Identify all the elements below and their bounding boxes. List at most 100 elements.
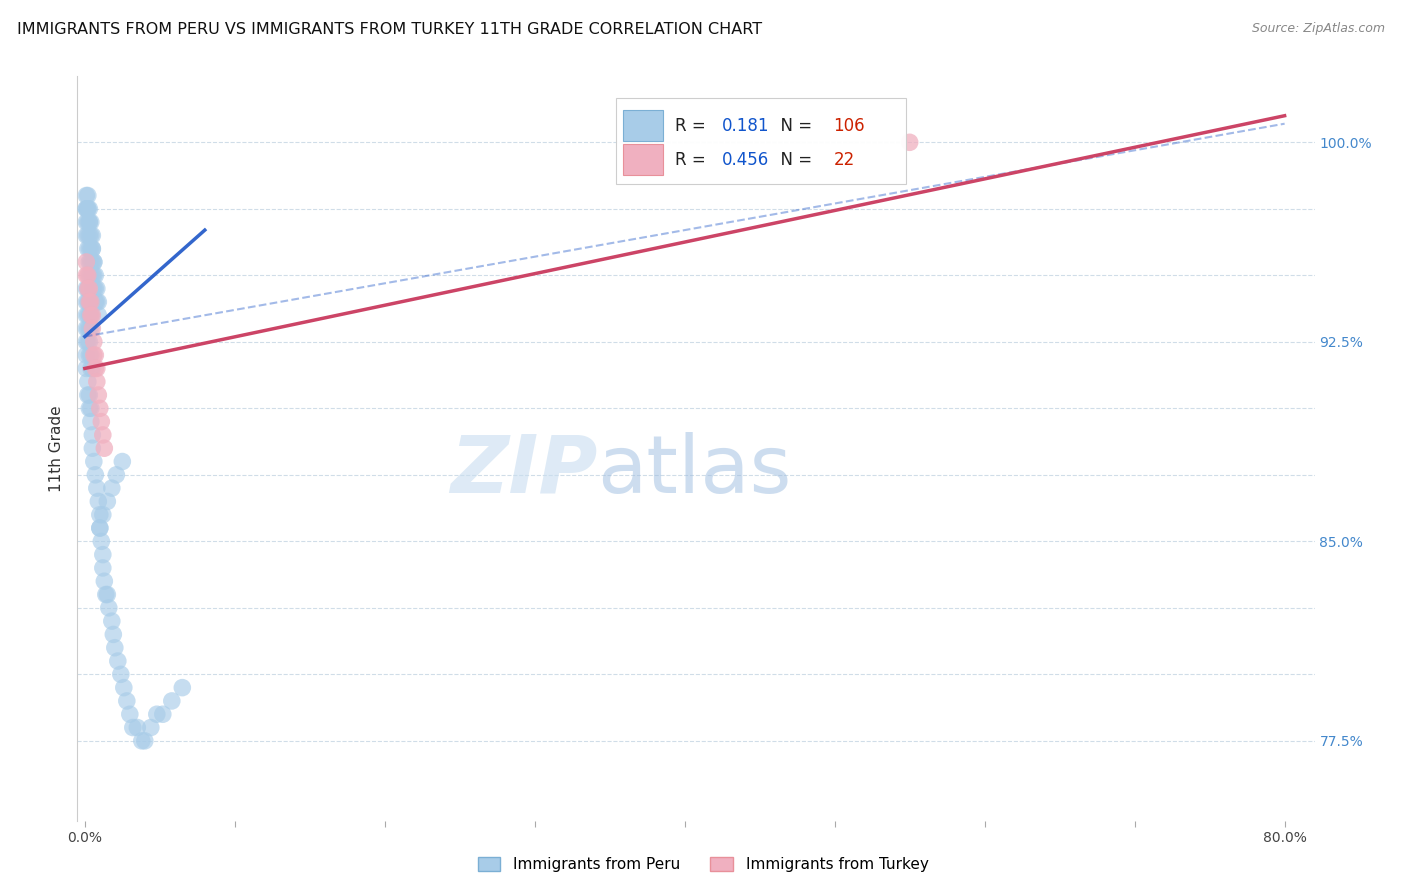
Text: 22: 22 (834, 151, 855, 169)
Point (84, 348, 107, 362)
Point (80, 415, 103, 429)
Point (127, 721, 149, 735)
Point (79, 308, 101, 322)
Point (139, 721, 162, 735)
Point (84, 294, 107, 309)
Point (76, 388, 98, 402)
Point (82, 242, 104, 256)
Point (79, 228, 101, 243)
Point (107, 654, 129, 668)
Point (75, 202, 97, 216)
Point (97, 600, 120, 615)
Point (76, 308, 98, 322)
Point (79, 215, 101, 229)
Point (84, 268, 107, 283)
Point (76, 375, 98, 389)
Point (172, 681, 194, 695)
Point (75, 282, 97, 296)
Point (79, 255, 101, 269)
Legend: Immigrants from Peru, Immigrants from Turkey: Immigrants from Peru, Immigrants from Tu… (470, 849, 936, 880)
Point (83, 255, 105, 269)
Point (112, 681, 135, 695)
Point (76, 282, 98, 296)
Point (80, 228, 103, 243)
Point (79, 321, 101, 335)
Point (96, 494, 118, 508)
Point (103, 627, 125, 641)
Point (84, 467, 107, 482)
Point (80, 215, 103, 229)
Point (79, 268, 101, 283)
Point (80, 348, 103, 362)
Point (86, 481, 108, 495)
Point (80, 361, 103, 376)
Point (80, 401, 103, 416)
Point (80, 308, 103, 322)
Text: R =: R = (675, 151, 711, 169)
Point (75, 228, 97, 243)
Point (104, 640, 127, 655)
Point (115, 694, 138, 708)
FancyBboxPatch shape (623, 145, 662, 176)
Point (101, 614, 124, 628)
Point (160, 694, 183, 708)
Point (75, 188, 97, 202)
Text: IMMIGRANTS FROM PERU VS IMMIGRANTS FROM TURKEY 11TH GRADE CORRELATION CHART: IMMIGRANTS FROM PERU VS IMMIGRANTS FROM … (17, 22, 762, 37)
Point (79, 202, 101, 216)
Point (80, 255, 103, 269)
Point (86, 294, 108, 309)
Point (134, 734, 156, 748)
Point (86, 361, 108, 376)
Point (89, 521, 111, 535)
Point (79, 294, 101, 309)
Point (80, 268, 103, 283)
Point (75, 255, 97, 269)
Text: 0.181: 0.181 (721, 117, 769, 135)
Point (152, 707, 174, 722)
Point (89, 401, 111, 416)
Point (82, 441, 104, 455)
Point (86, 282, 108, 296)
Point (76, 294, 98, 309)
Point (93, 441, 115, 455)
Point (83, 255, 105, 269)
Text: atlas: atlas (598, 432, 792, 509)
Point (90, 415, 112, 429)
Point (146, 707, 169, 722)
Point (75, 361, 97, 376)
Point (79, 334, 101, 349)
Point (101, 481, 124, 495)
Point (91, 561, 114, 575)
Point (76, 268, 98, 283)
Text: 106: 106 (834, 117, 865, 135)
Point (111, 454, 134, 468)
Point (79, 388, 101, 402)
Point (89, 521, 111, 535)
Point (82, 308, 104, 322)
Point (75, 334, 97, 349)
Text: N =: N = (770, 151, 817, 169)
Point (76, 215, 98, 229)
Point (80, 321, 103, 335)
Point (80, 242, 103, 256)
FancyBboxPatch shape (616, 98, 907, 184)
Point (79, 348, 101, 362)
Point (89, 508, 111, 522)
Point (87, 494, 110, 508)
Point (80, 294, 103, 309)
Point (93, 574, 115, 589)
Point (91, 508, 114, 522)
Point (79, 242, 101, 256)
FancyBboxPatch shape (623, 110, 662, 141)
Point (82, 228, 104, 243)
Point (898, 136, 921, 150)
Point (86, 375, 108, 389)
Point (75, 202, 97, 216)
Point (76, 188, 98, 202)
Point (79, 294, 101, 309)
Point (75, 348, 97, 362)
Point (110, 667, 132, 681)
Point (91, 548, 114, 562)
Point (83, 348, 105, 362)
Point (87, 294, 110, 309)
